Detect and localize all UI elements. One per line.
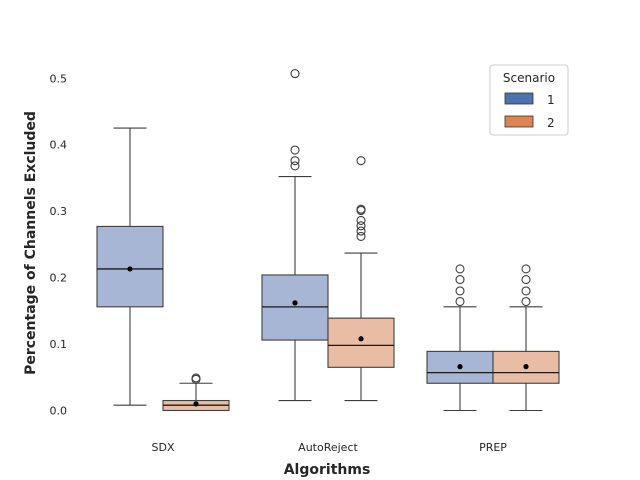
outlier-point <box>356 226 366 236</box>
outlier-point <box>455 286 465 296</box>
mean-marker <box>127 266 133 272</box>
box-iqr <box>261 274 329 341</box>
outlier-point <box>455 264 465 274</box>
legend-label-scenario-1: 1 <box>547 93 555 107</box>
y-tick-label: 0.5 <box>50 72 68 85</box>
outlier-point <box>290 69 300 79</box>
y-axis-label: Percentage of Channels Excluded <box>23 111 39 375</box>
y-tick-label: 0.2 <box>50 272 68 285</box>
mean-marker <box>358 336 364 342</box>
box-group-sdx-scenario-2 <box>162 373 230 412</box>
outlier-point <box>521 286 531 296</box>
mean-marker <box>457 364 463 370</box>
outlier-point <box>521 275 531 285</box>
y-axis-ticks: 0.0 0.1 0.2 0.3 0.4 0.5 <box>50 72 68 417</box>
outlier-point <box>356 231 366 241</box>
x-tick-label: PREP <box>479 441 507 454</box>
box-group-sdx-scenario-1 <box>96 127 164 406</box>
box-group-prep-scenario-2 <box>492 264 560 412</box>
y-tick-label: 0.0 <box>50 405 68 418</box>
box-iqr <box>327 317 395 368</box>
y-tick-label: 0.3 <box>50 205 68 218</box>
outlier-point <box>455 275 465 285</box>
y-tick-label: 0.1 <box>50 338 68 351</box>
legend-title: Scenario <box>503 71 555 85</box>
outlier-point <box>521 296 531 307</box>
outlier-point <box>356 221 366 231</box>
x-axis-label: Algorithms <box>284 462 371 478</box>
x-tick-label: SDX <box>152 441 175 454</box>
legend: Scenario 1 2 <box>489 64 569 136</box>
mean-marker <box>523 364 529 370</box>
mean-marker <box>193 401 199 407</box>
x-axis-ticks: SDX AutoReject PREP <box>152 441 508 454</box>
outlier-point <box>290 156 300 166</box>
outlier-point <box>290 161 300 171</box>
outlier-point <box>356 215 366 226</box>
plot-area <box>96 69 560 412</box>
y-tick-label: 0.4 <box>50 139 68 152</box>
legend-swatch-scenario-2 <box>504 115 534 128</box>
x-tick-label: AutoReject <box>298 441 358 454</box>
legend-label-scenario-2: 2 <box>547 116 555 130</box>
box-group-autoreject-scenario-2 <box>327 156 395 402</box>
outlier-point <box>356 204 366 214</box>
box-group-prep-scenario-1 <box>426 264 494 412</box>
box-group-autoreject-scenario-1 <box>261 69 329 402</box>
outlier-point <box>356 156 366 166</box>
outlier-point <box>191 373 201 383</box>
outlier-point <box>521 264 531 274</box>
mean-marker <box>292 300 298 306</box>
outlier-point <box>290 145 300 155</box>
outlier-point <box>455 296 465 307</box>
legend-swatch-scenario-1 <box>504 92 534 105</box>
